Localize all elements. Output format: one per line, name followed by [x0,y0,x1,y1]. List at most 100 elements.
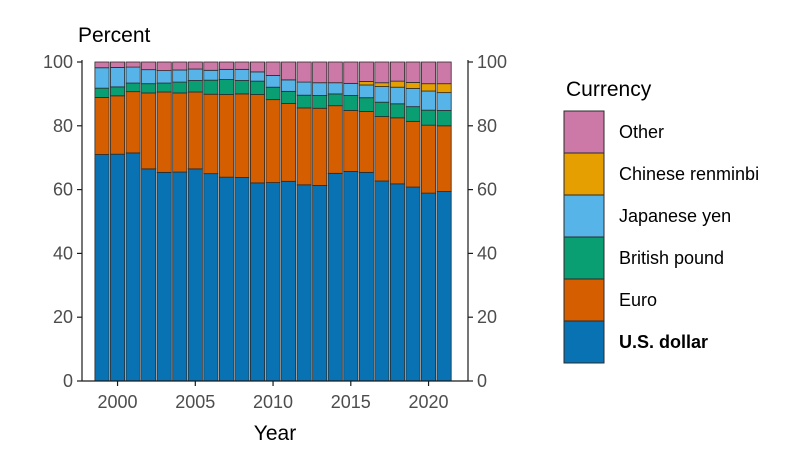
bar-segment-british-pound [281,90,297,104]
x-tick-label: 2015 [331,392,371,412]
y-tick-label-right: 40 [477,243,497,263]
bar-segment-british-pound [218,79,234,95]
legend: Currency Other Chinese renminbi Japanese y… [563,78,759,364]
x-tick-label: 2020 [409,392,449,412]
bar-segment-euro [187,91,203,170]
bar-segment-other [156,61,172,72]
bar-segment-other [249,61,265,73]
bar-segment-british-pound [374,101,390,117]
bar-segment-british-pound [172,81,188,94]
bar-segment-british-pound [296,94,312,109]
bar-stack-2021 [436,61,452,382]
bar-stack-2019 [405,61,421,382]
bar-stack-2017 [374,61,390,382]
y-tick-label-left: 100 [43,52,73,72]
x-axis-title: Year [254,422,296,445]
y-tick-label-left: 60 [53,180,73,200]
bar-stack-2003 [156,61,172,382]
bar-segment-euro [203,93,219,175]
bar-segment-euro [343,110,359,172]
bar-segment-u-s-dollar [187,168,203,382]
bar-segment-japanese-yen [203,69,219,81]
bar-segment-euro [281,103,297,182]
bar-segment-chinese-renminbi [358,81,374,86]
bar-segment-u-s-dollar [389,183,405,382]
y-tick-label-left: 80 [53,116,73,136]
bar-segment-british-pound [156,82,172,93]
bar-segment-british-pound [312,95,328,109]
legend-label: U.S. dollar [619,332,708,352]
bar-stack-1999 [94,61,110,382]
bar-segment-british-pound [110,86,126,97]
bar-stack-2018 [389,61,405,382]
bar-segment-british-pound [265,86,281,101]
bar-segment-british-pound [249,80,265,95]
bar-segment-japanese-yen [125,66,141,84]
bar-segment-other [234,61,250,70]
bar-segment-u-s-dollar [156,171,172,382]
bar-segment-other [389,61,405,82]
bar-segment-euro [234,93,250,178]
bar-segment-euro [141,92,157,170]
y-tick-label-left: 0 [63,371,73,391]
bar-segment-other [281,61,297,81]
bar-segment-japanese-yen [94,67,110,89]
bar-segment-british-pound [421,109,437,126]
bar-stack-2009 [249,61,265,382]
bar-segment-other [296,61,312,83]
bar-segment-japanese-yen [218,68,234,80]
bar-segment-other [405,61,421,83]
bar-segment-japanese-yen [312,82,328,96]
bar-stack-2016 [358,61,374,382]
y-tick-label-right: 60 [477,180,497,200]
bar-segment-euro [125,91,141,154]
legend-swatch-euro [563,278,605,322]
bar-segment-japanese-yen [234,68,250,81]
bars [94,61,452,382]
bar-segment-other [187,61,203,70]
legend-label: Japanese yen [619,206,731,226]
bar-segment-japanese-yen [436,92,452,111]
legend-label: Euro [619,290,657,310]
bar-segment-other [343,61,359,84]
legend-swatch-chinese-renminbi [563,152,605,196]
bar-segment-british-pound [125,82,141,93]
bar-segment-u-s-dollar [405,186,421,382]
bar-segment-british-pound [327,93,343,107]
bar-segment-u-s-dollar [265,182,281,382]
bar-segment-euro [218,94,234,178]
bar-stack-2007 [218,61,234,382]
bar-segment-euro [296,107,312,186]
legend-label: Chinese renminbi [619,164,759,184]
bar-stack-2001 [125,61,141,382]
bar-segment-british-pound [141,83,157,94]
bar-stack-2013 [312,61,328,382]
bar-segment-u-s-dollar [234,177,250,382]
y-tick-label-left: 20 [53,307,73,327]
bar-segment-other [94,61,110,69]
legend-label: British pound [619,248,724,268]
bar-stack-2011 [281,61,297,382]
bar-segment-japanese-yen [265,75,281,88]
bar-segment-british-pound [343,95,359,111]
bar-segment-chinese-renminbi [389,80,405,88]
y-tick-label-left: 40 [53,243,73,263]
bar-segment-euro [374,116,390,182]
bar-segment-japanese-yen [281,79,297,92]
bar-stack-2005 [187,61,203,382]
bar-segment-u-s-dollar [312,185,328,382]
bar-segment-other [327,61,343,84]
bar-segment-british-pound [389,103,405,119]
bar-segment-japanese-yen [343,82,359,96]
bar-segment-other [141,61,157,71]
bar-segment-british-pound [203,79,219,95]
bar-segment-japanese-yen [110,67,126,88]
bar-segment-chinese-renminbi [374,82,390,87]
bar-segment-u-s-dollar [374,180,390,382]
bar-segment-other [203,61,219,71]
bar-segment-other [421,61,437,85]
legend-label: Other [619,122,664,142]
